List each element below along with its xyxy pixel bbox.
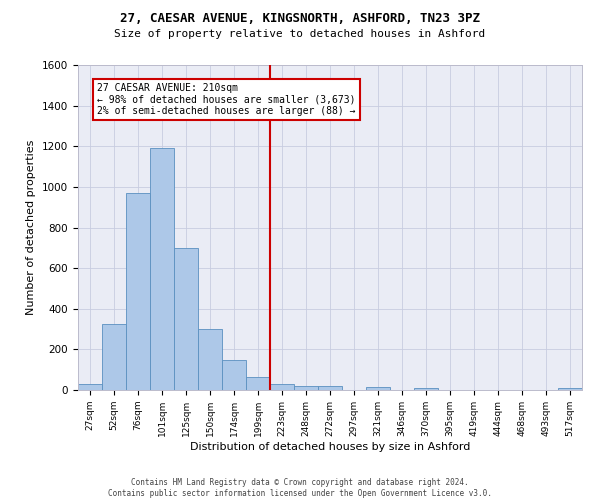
Bar bbox=[150, 148, 174, 390]
Bar bbox=[102, 324, 126, 390]
Bar bbox=[558, 388, 582, 390]
Bar bbox=[222, 360, 246, 390]
Bar bbox=[294, 386, 318, 390]
Bar bbox=[126, 193, 150, 390]
Text: 27 CAESAR AVENUE: 210sqm
← 98% of detached houses are smaller (3,673)
2% of semi: 27 CAESAR AVENUE: 210sqm ← 98% of detach… bbox=[97, 84, 356, 116]
Bar bbox=[414, 388, 438, 390]
Text: 27, CAESAR AVENUE, KINGSNORTH, ASHFORD, TN23 3PZ: 27, CAESAR AVENUE, KINGSNORTH, ASHFORD, … bbox=[120, 12, 480, 26]
Bar bbox=[78, 384, 102, 390]
Bar bbox=[318, 386, 342, 390]
Text: Size of property relative to detached houses in Ashford: Size of property relative to detached ho… bbox=[115, 29, 485, 39]
X-axis label: Distribution of detached houses by size in Ashford: Distribution of detached houses by size … bbox=[190, 442, 470, 452]
Text: Contains HM Land Registry data © Crown copyright and database right 2024.
Contai: Contains HM Land Registry data © Crown c… bbox=[108, 478, 492, 498]
Bar bbox=[246, 377, 270, 390]
Bar bbox=[174, 248, 198, 390]
Bar bbox=[270, 384, 294, 390]
Y-axis label: Number of detached properties: Number of detached properties bbox=[26, 140, 37, 315]
Bar bbox=[198, 329, 222, 390]
Bar bbox=[366, 387, 390, 390]
